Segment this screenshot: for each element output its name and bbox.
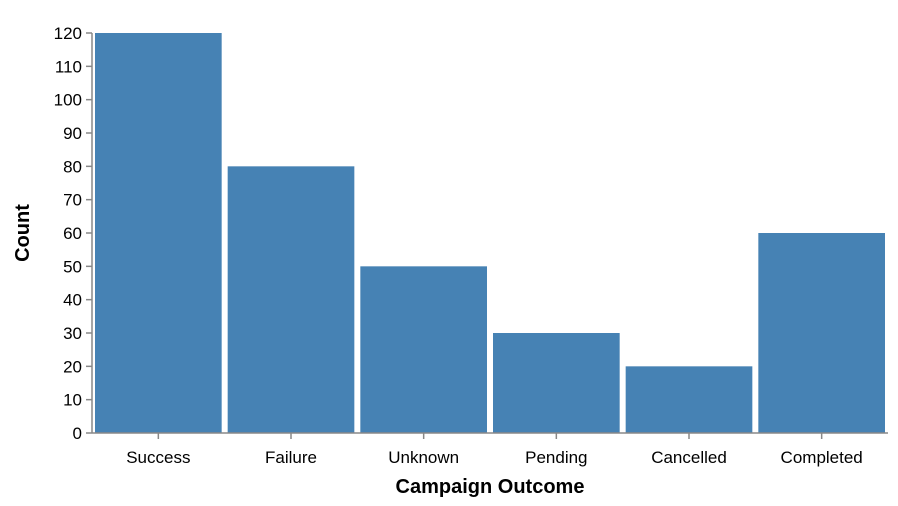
y-tick-label: 110 (55, 57, 82, 76)
bar-cancelled (625, 366, 753, 433)
bar-failure (227, 166, 355, 433)
x-tick-label: Success (126, 448, 190, 467)
y-tick-label: 20 (63, 357, 82, 376)
y-tick-label: 40 (63, 291, 82, 310)
bars-group (95, 33, 885, 433)
y-tick-label: 80 (63, 157, 82, 176)
y-tick-label: 30 (63, 324, 82, 343)
y-tick-label: 50 (63, 257, 82, 276)
bar-pending (493, 333, 620, 433)
y-tick-label: 60 (63, 224, 82, 243)
x-tick-label: Cancelled (651, 448, 727, 467)
y-tick-label: 100 (54, 91, 82, 110)
bar-success (95, 33, 222, 433)
y-tick-label: 10 (63, 391, 82, 410)
bar-unknown (360, 266, 487, 433)
y-tick-label: 90 (63, 124, 82, 143)
bar-completed (758, 233, 885, 433)
x-tick-label: Failure (265, 448, 317, 467)
y-axis: 0 10 20 30 40 50 60 70 80 90 100 110 120 (54, 24, 93, 443)
x-tick-label: Unknown (388, 448, 459, 467)
y-axis-title: Count (12, 204, 34, 262)
x-tick-label: Completed (781, 448, 863, 467)
x-tick-label: Pending (525, 448, 587, 467)
y-tick-label: 70 (63, 191, 82, 210)
y-tick-label: 0 (73, 424, 82, 443)
y-tick-label: 120 (54, 24, 82, 43)
x-axis: Success Failure Unknown Pending Cancelled Com… (92, 432, 888, 467)
x-axis-title: Campaign Outcome (396, 476, 585, 498)
